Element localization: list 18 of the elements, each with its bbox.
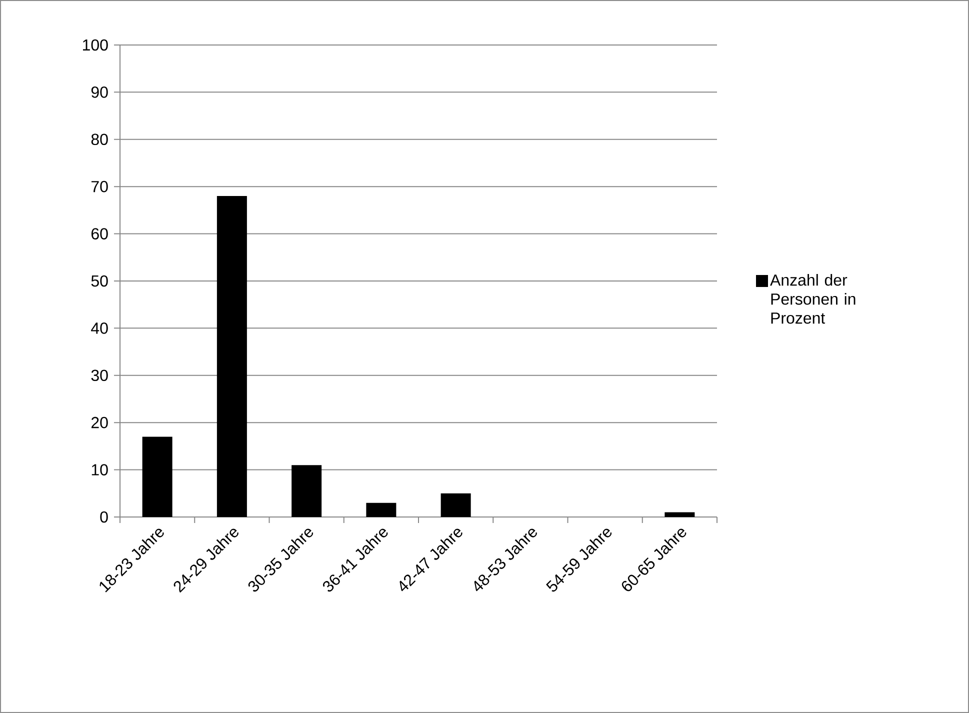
y-tick-label: 50 [91,275,108,287]
y-tick-label: 60 [91,228,108,240]
legend-label: Anzahl der Personen in Prozent [770,274,856,324]
y-tick-label: 20 [91,416,108,428]
bar [216,196,247,517]
y-tick-label: 80 [91,134,108,146]
bar [292,465,322,517]
y-tick-label: 10 [92,464,108,476]
y-tick-label: 30 [91,370,108,382]
bar [366,502,396,517]
y-tick-label: 70 [92,180,108,192]
bar [142,436,172,517]
bar [664,512,695,517]
bar [440,493,471,517]
y-tick-label: 90 [91,86,108,98]
y-tick-label: 40 [91,322,108,334]
y-tick-label: 100 [83,39,108,51]
y-tick-label: 0 [100,511,108,523]
